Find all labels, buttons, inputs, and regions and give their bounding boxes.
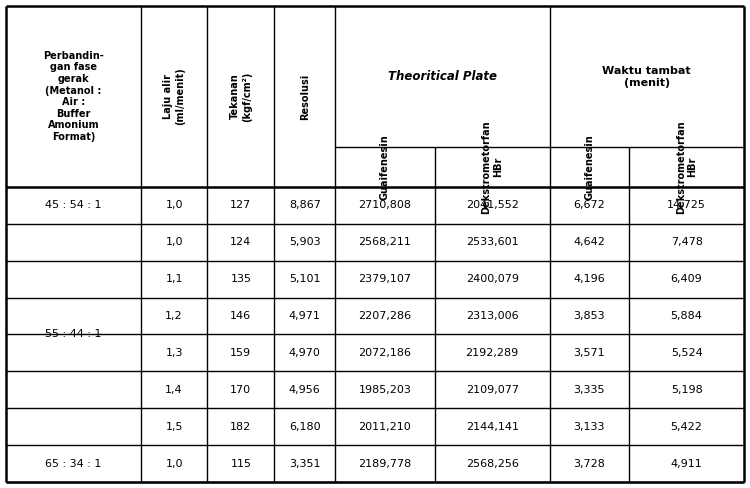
Text: 6,409: 6,409 [670, 274, 703, 284]
Text: 1,0: 1,0 [165, 237, 183, 247]
Text: Perbandin-
gan fase
gerak
(Metanol :
Air :
Buffer
Amonium
Format): Perbandin- gan fase gerak (Metanol : Air… [43, 51, 104, 142]
Text: 170: 170 [230, 385, 251, 395]
Text: 5,198: 5,198 [670, 385, 703, 395]
Text: 1,4: 1,4 [165, 385, 183, 395]
Text: 45 : 54 : 1: 45 : 54 : 1 [45, 200, 101, 210]
Text: 3,335: 3,335 [574, 385, 605, 395]
Text: 3,571: 3,571 [574, 348, 605, 358]
Text: 3,351: 3,351 [289, 459, 320, 468]
Text: 1,0: 1,0 [165, 459, 183, 468]
Text: Dekstrometorfan
HBr: Dekstrometorfan HBr [482, 121, 503, 214]
Text: 2041,552: 2041,552 [466, 200, 518, 210]
Text: 182: 182 [230, 422, 251, 432]
Text: Resolusi: Resolusi [300, 73, 310, 120]
Text: 3,133: 3,133 [574, 422, 605, 432]
Text: 127: 127 [230, 200, 251, 210]
Text: 2072,186: 2072,186 [358, 348, 412, 358]
Text: 2189,778: 2189,778 [358, 459, 412, 468]
Text: 4,642: 4,642 [574, 237, 605, 247]
Text: 4,956: 4,956 [289, 385, 320, 395]
Text: 7,478: 7,478 [670, 237, 703, 247]
Text: Guaifenesin: Guaifenesin [380, 134, 390, 200]
Text: 2568,211: 2568,211 [358, 237, 412, 247]
Text: 2192,289: 2192,289 [466, 348, 519, 358]
Text: 3,728: 3,728 [574, 459, 605, 468]
Text: 6,180: 6,180 [289, 422, 320, 432]
Text: Waktu tambat
(menit): Waktu tambat (menit) [602, 66, 691, 87]
Text: 1,1: 1,1 [165, 274, 183, 284]
Text: 2568,256: 2568,256 [466, 459, 518, 468]
Text: 5,422: 5,422 [670, 422, 703, 432]
Text: 55 : 44 : 1: 55 : 44 : 1 [45, 329, 101, 339]
Text: 2710,808: 2710,808 [358, 200, 412, 210]
Text: Tekanan
(kgf/cm²): Tekanan (kgf/cm²) [230, 71, 252, 122]
Text: 5,524: 5,524 [670, 348, 703, 358]
Text: 1985,203: 1985,203 [358, 385, 412, 395]
Text: 2011,210: 2011,210 [358, 422, 411, 432]
Text: 2144,141: 2144,141 [466, 422, 519, 432]
Text: 8,867: 8,867 [289, 200, 321, 210]
Text: 6,672: 6,672 [574, 200, 605, 210]
Text: 4,196: 4,196 [574, 274, 605, 284]
Text: Theoritical Plate: Theoritical Plate [388, 70, 496, 83]
Text: 14,725: 14,725 [668, 200, 706, 210]
Text: Dekstrometorfan
HBr: Dekstrometorfan HBr [676, 121, 698, 214]
Text: Laju alir
(ml/menit): Laju alir (ml/menit) [164, 67, 185, 125]
Text: 2313,006: 2313,006 [466, 311, 518, 321]
Text: 2533,601: 2533,601 [466, 237, 518, 247]
Text: 115: 115 [230, 459, 251, 468]
Text: 4,970: 4,970 [289, 348, 321, 358]
Text: Guaifenesin: Guaifenesin [584, 134, 594, 200]
Text: 1,0: 1,0 [165, 200, 183, 210]
Text: 146: 146 [230, 311, 251, 321]
Text: 2207,286: 2207,286 [358, 311, 412, 321]
Text: 4,911: 4,911 [670, 459, 703, 468]
Text: 5,101: 5,101 [289, 274, 320, 284]
Text: 1,3: 1,3 [165, 348, 183, 358]
Text: 1,5: 1,5 [165, 422, 183, 432]
Text: 2109,077: 2109,077 [466, 385, 519, 395]
Text: 124: 124 [230, 237, 251, 247]
Text: 159: 159 [230, 348, 251, 358]
Text: 4,971: 4,971 [289, 311, 321, 321]
Text: 5,903: 5,903 [289, 237, 320, 247]
Text: 2400,079: 2400,079 [466, 274, 519, 284]
Text: 1,2: 1,2 [165, 311, 183, 321]
Text: 3,853: 3,853 [574, 311, 605, 321]
Text: 5,884: 5,884 [670, 311, 703, 321]
Text: 2379,107: 2379,107 [358, 274, 412, 284]
Text: 135: 135 [230, 274, 251, 284]
Text: 65 : 34 : 1: 65 : 34 : 1 [45, 459, 101, 468]
